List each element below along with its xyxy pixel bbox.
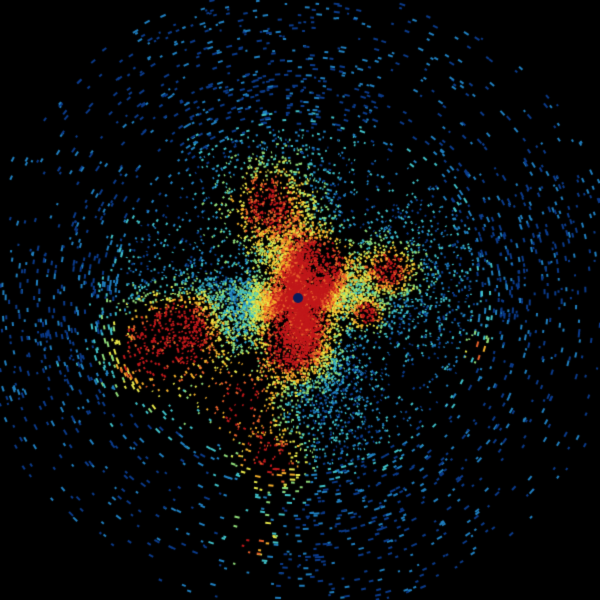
radar-image	[0, 0, 600, 600]
